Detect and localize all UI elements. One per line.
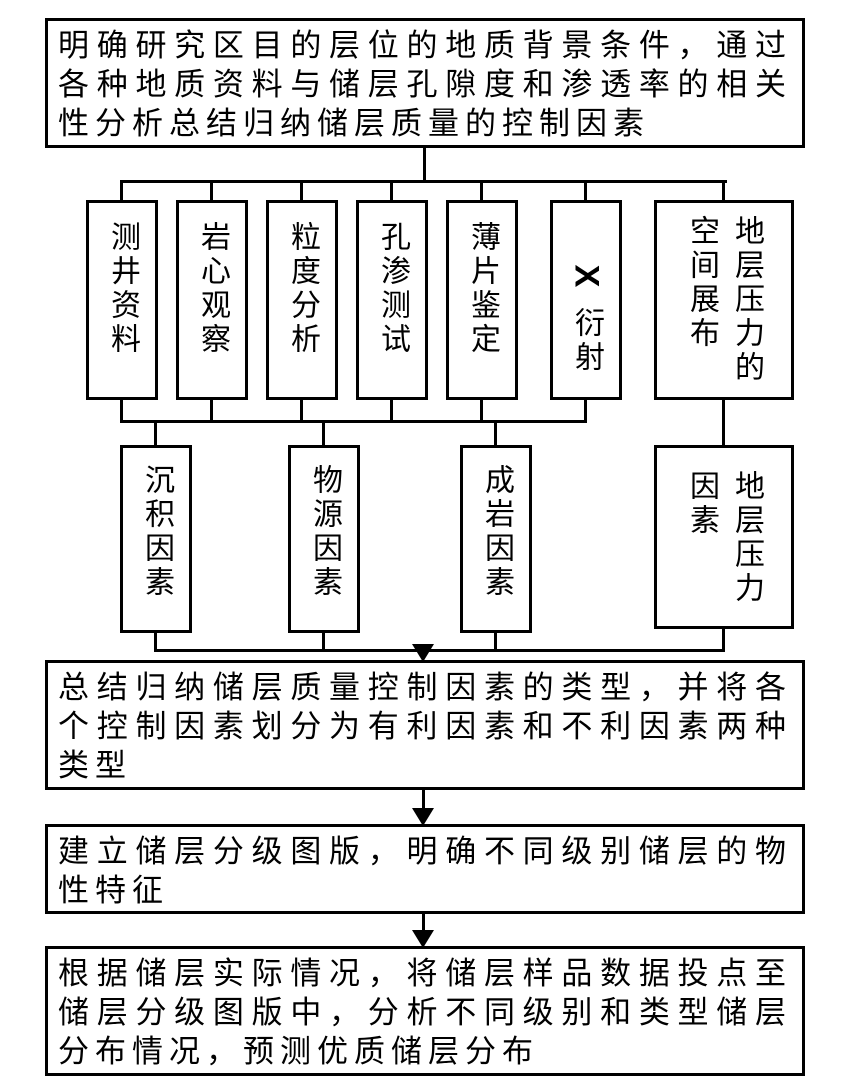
connector [722, 400, 725, 445]
method-4-label: 孔渗测试 [374, 221, 410, 357]
connector [120, 180, 123, 200]
connector [722, 180, 725, 200]
step2-text: 总结归纳储层质量控制因素的类型，并将各个控制因素划分为有利因素和不利因素两种类型 [48, 663, 802, 791]
method-5-label: 薄片鉴定 [464, 221, 500, 357]
connector [494, 633, 497, 649]
method-2-box: 岩心观察 [176, 200, 248, 400]
connector [210, 180, 213, 200]
factor-3-box: 成岩因素 [460, 445, 532, 633]
connector [584, 400, 587, 420]
step3-box: 建立储层分级图版，明确不同级别储层的物性特征 [45, 824, 805, 914]
connector [423, 148, 426, 180]
connector [584, 180, 587, 200]
mid-bus [120, 420, 587, 423]
factor-4-box: 地层压力因素 [654, 445, 794, 629]
connector [154, 633, 157, 649]
factor-2-label: 物源因素 [306, 464, 342, 600]
method-5-box: 薄片鉴定 [446, 200, 518, 400]
connector [322, 633, 325, 649]
step1-text: 明确研究区目的层位的地质背景条件，通过各种地质资料与储层孔隙度和渗透率的相关性分… [48, 21, 802, 149]
method-3-box: 粒度分析 [266, 200, 338, 400]
method-6-x: X [569, 265, 603, 288]
connector [322, 420, 325, 445]
bus2 [154, 649, 725, 652]
connector [120, 400, 123, 420]
flowchart-canvas: 明确研究区目的层位的地质背景条件，通过各种地质资料与储层孔隙度和渗透率的相关性分… [0, 0, 844, 1000]
method-1-box: 测井资料 [86, 200, 158, 400]
connector [480, 180, 483, 200]
step2-box: 总结归纳储层质量控制因素的类型，并将各个控制因素划分为有利因素和不利因素两种类型 [45, 660, 805, 790]
method-6-box: X 衍射 [550, 200, 622, 400]
connector [210, 400, 213, 420]
factor-1-box: 沉积因素 [120, 445, 192, 633]
method-4-box: 孔渗测试 [356, 200, 428, 400]
connector [390, 400, 393, 420]
method-1-label: 测井资料 [104, 221, 140, 357]
method-7-label: 地层压力的空间展布 [679, 215, 769, 397]
factor-2-box: 物源因素 [288, 445, 360, 633]
step4-text: 根据储层实际情况，将储层样品数据投点至储层分级图版中，分析不同级别和类型储层分布… [48, 949, 802, 1077]
step1-box: 明确研究区目的层位的地质背景条件，通过各种地质资料与储层孔隙度和渗透率的相关性分… [45, 18, 805, 148]
connector [480, 400, 483, 420]
connector [494, 420, 497, 445]
connector [300, 180, 303, 200]
method-3-label: 粒度分析 [284, 221, 320, 357]
method-2-label: 岩心观察 [194, 221, 230, 357]
step4-box: 根据储层实际情况，将储层样品数据投点至储层分级图版中，分析不同级别和类型储层分布… [45, 946, 805, 1076]
connector [722, 629, 725, 649]
method-7-box: 地层压力的空间展布 [654, 200, 794, 400]
factor-3-label: 成岩因素 [478, 464, 514, 600]
step3-text: 建立储层分级图版，明确不同级别储层的物性特征 [48, 827, 802, 917]
factor-4-label: 地层压力因素 [679, 470, 769, 626]
connector [154, 420, 157, 445]
method-6-tail: 衍射 [568, 307, 604, 375]
connector [390, 180, 393, 200]
connector [422, 790, 425, 810]
connector [300, 400, 303, 420]
factor-1-label: 沉积因素 [138, 464, 174, 600]
